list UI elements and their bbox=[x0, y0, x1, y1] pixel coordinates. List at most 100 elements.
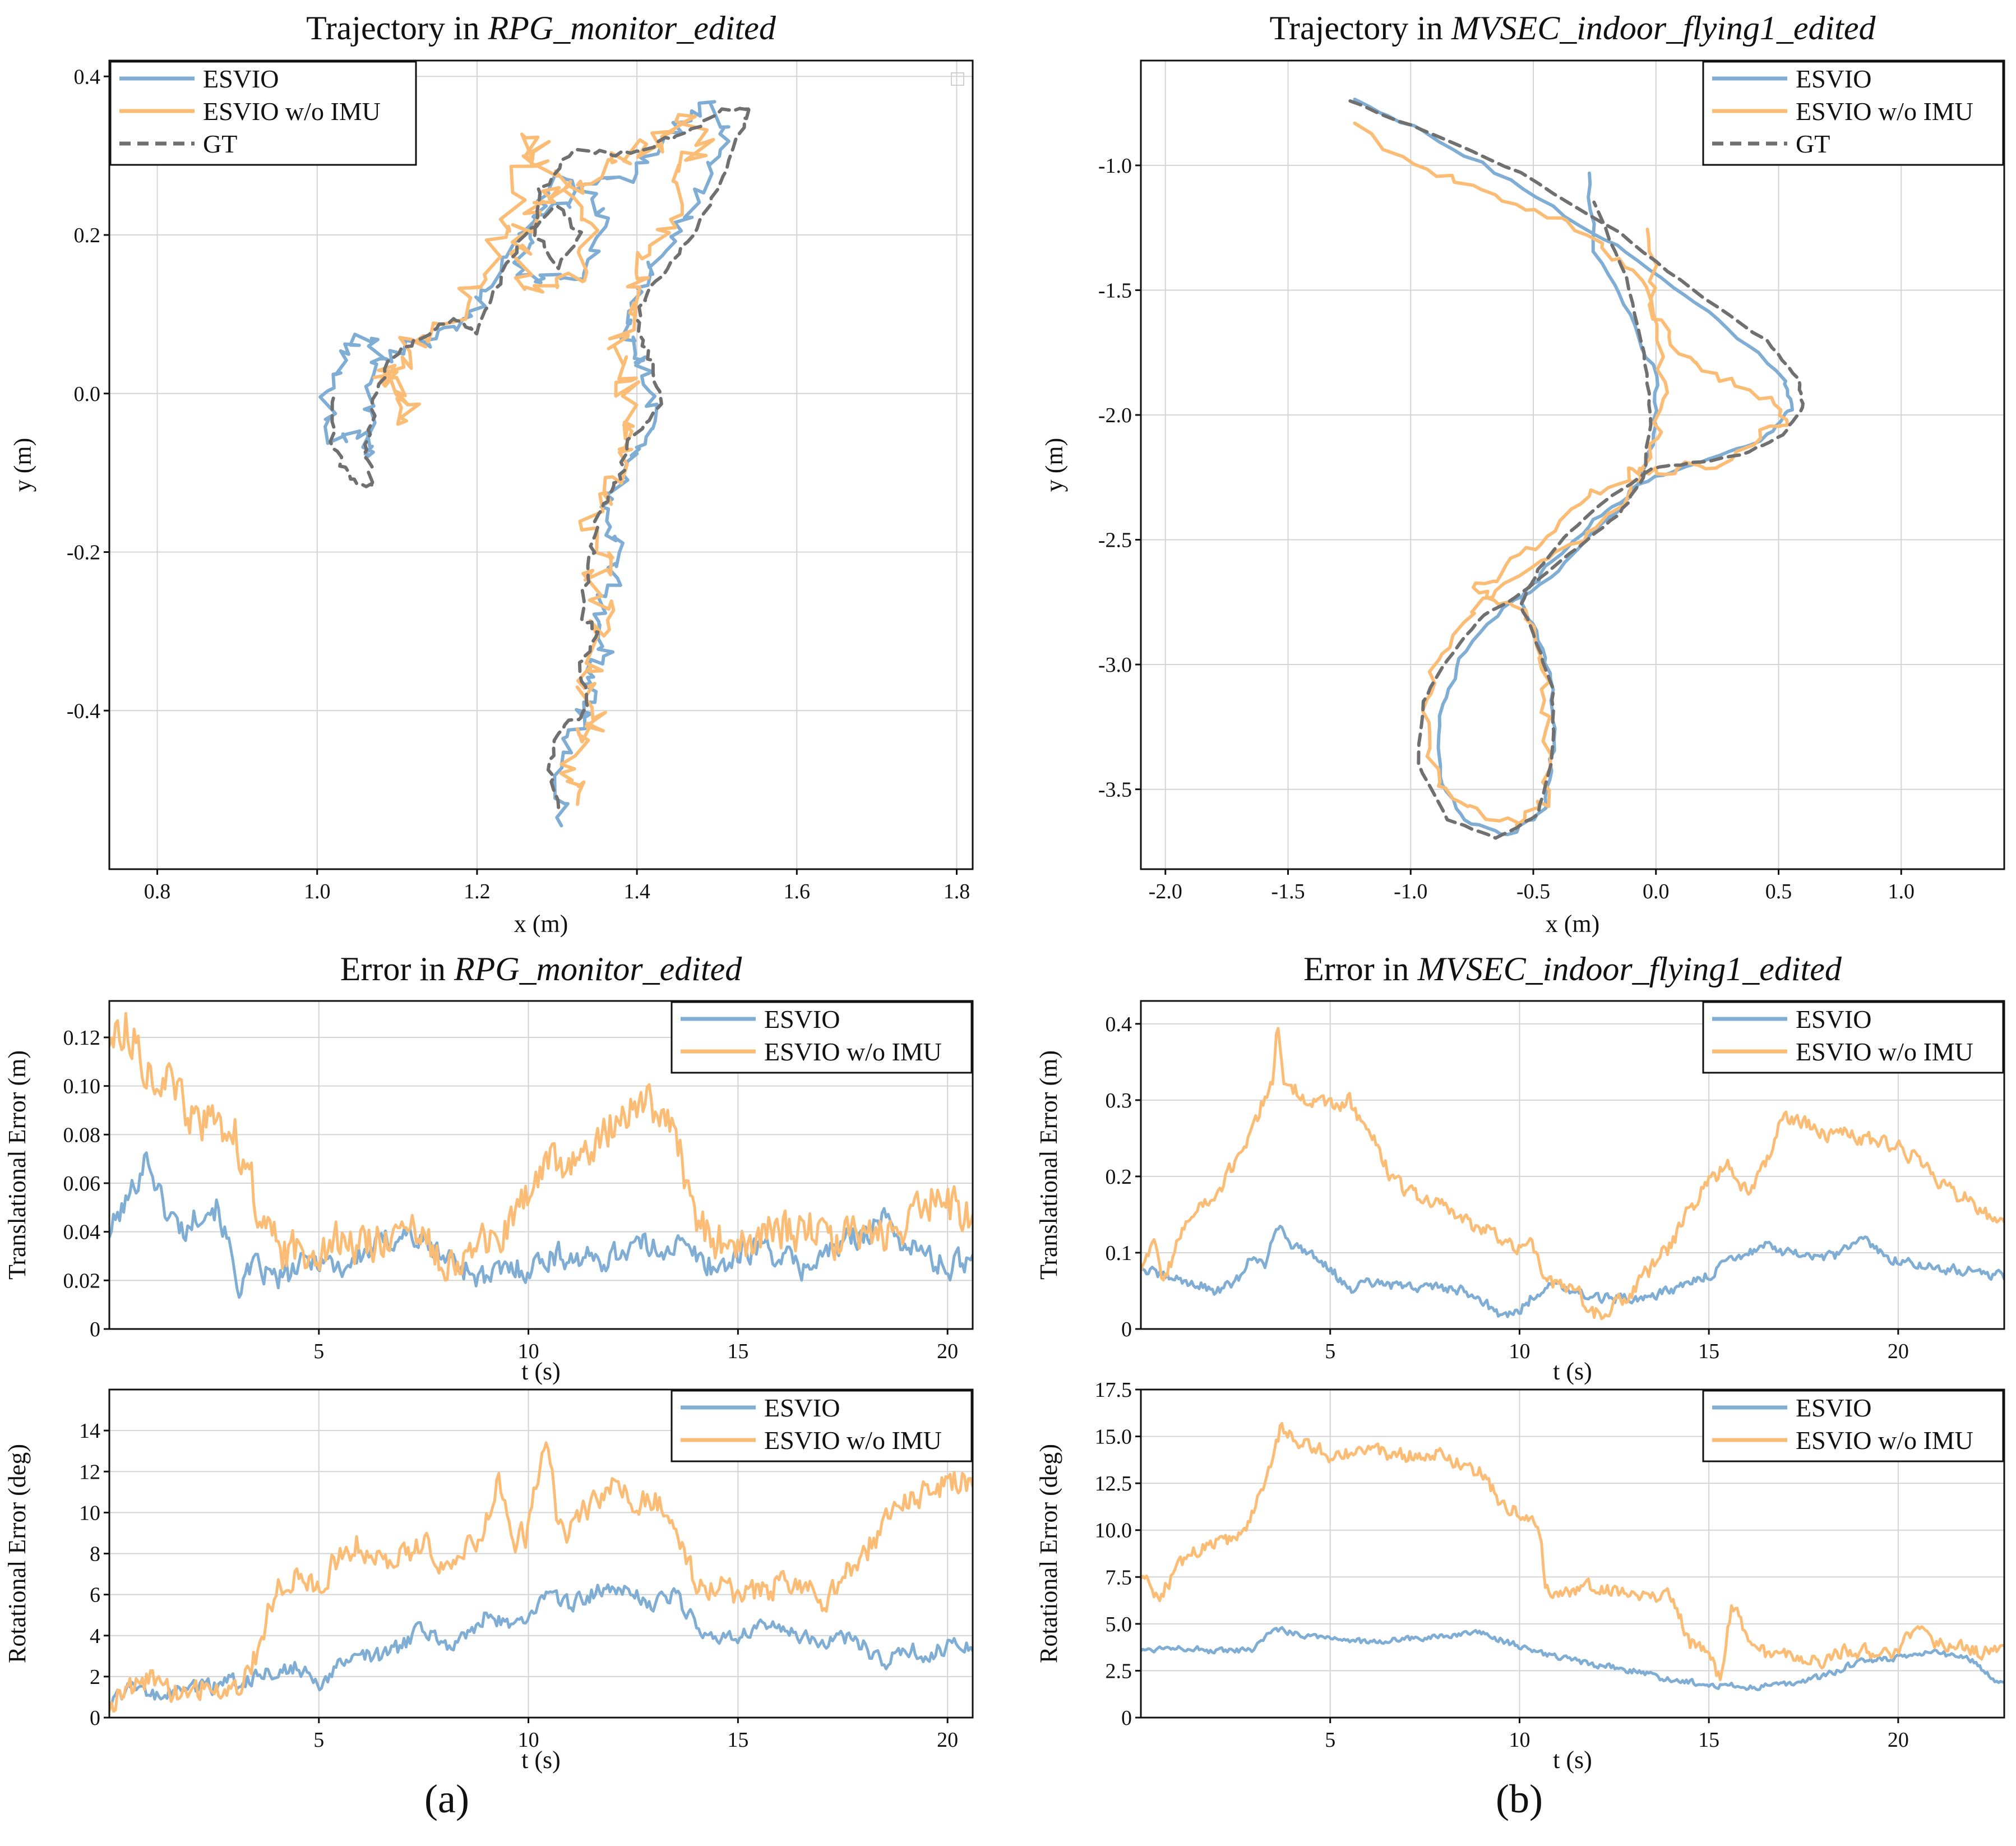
y-tick-label: -1.5 bbox=[1098, 279, 1132, 302]
legend-label: GT bbox=[1796, 130, 1830, 158]
y-axis-label: Rotational Error (deg) bbox=[1035, 1444, 1062, 1663]
legend-label: ESVIO w/o IMU bbox=[1796, 1426, 1973, 1455]
legend-label: ESVIO w/o IMU bbox=[1796, 1037, 1973, 1066]
x-tick-label: -1.5 bbox=[1271, 880, 1305, 903]
y-tick-label: 0.12 bbox=[63, 1026, 101, 1050]
x-tick-label: -2.0 bbox=[1149, 880, 1182, 903]
chart-traj_b: -2.0 -1.5 -1.0 -0.5 0.0 0.5 1.0 -3.5 -3.0 -2.5 -2.… bbox=[1041, 10, 2005, 938]
x-tick-label: 1.8 bbox=[944, 880, 970, 903]
series-group bbox=[109, 1012, 973, 1299]
x-tick-label: 20 bbox=[937, 1728, 958, 1752]
x-tick-label: 15 bbox=[1698, 1340, 1719, 1363]
y-tick-label: 0.2 bbox=[74, 224, 101, 247]
legend-label: ESVIO bbox=[203, 64, 279, 93]
y-tick-label: 0.02 bbox=[63, 1269, 101, 1293]
legend-label: ESVIO w/o IMU bbox=[1796, 97, 1973, 126]
y-tick-label: 10.0 bbox=[1095, 1519, 1132, 1543]
x-tick-label: 20 bbox=[1888, 1728, 1909, 1752]
x-tick-label: -1.0 bbox=[1394, 880, 1427, 903]
series-line-esvio bbox=[1141, 1225, 2004, 1318]
y-tick-label: 8 bbox=[90, 1543, 100, 1566]
chart-trans_b: 5 10 15 20 0 0.1 0.2 0.3 0.4 t (s) Translational E… bbox=[1035, 950, 2005, 1385]
series-line-esvio-w-o-imu bbox=[109, 1441, 973, 1713]
panel-label-a: (a) bbox=[424, 1776, 469, 1821]
x-tick-label: 1.0 bbox=[1888, 880, 1915, 903]
legend-label: ESVIO bbox=[1796, 64, 1871, 93]
chart-title-dataset: MVSEC_indoor_flying1_edited bbox=[1451, 10, 1876, 47]
y-tick-label: -1.0 bbox=[1098, 154, 1132, 178]
x-tick-label: 15 bbox=[727, 1728, 748, 1752]
chart-title-prefix: Error in bbox=[1303, 950, 1417, 987]
chart-traj_a: 0.8 1.0 1.2 1.4 1.6 1.8 -0.4 -0.2 0.0 0.2 0.4 x (m)… bbox=[9, 10, 974, 938]
series-group bbox=[1348, 98, 1805, 840]
legend: ESVIO ESVIO w/o IMU bbox=[1702, 1390, 2004, 1462]
x-tick-label: 1.0 bbox=[304, 880, 331, 903]
x-tick-label: 1.2 bbox=[464, 880, 491, 903]
y-tick-label: 0.3 bbox=[1106, 1089, 1132, 1113]
legend: ESVIO ESVIO w/o IMU GT bbox=[109, 61, 417, 166]
axes-frame bbox=[1140, 59, 2005, 870]
series-line-esvio bbox=[109, 1583, 973, 1711]
series-line-esvio-w-o-imu bbox=[372, 113, 715, 806]
legend-label: ESVIO bbox=[764, 1393, 840, 1422]
y-tick-label: 0.1 bbox=[1106, 1242, 1132, 1265]
chart-rot_a: 5 10 15 20 0 2 4 6 8 10 12 14 t (s) Rotational Error … bbox=[3, 1388, 974, 1774]
y-tick-label: 0.4 bbox=[1106, 1013, 1132, 1036]
y-tick-label: 4 bbox=[90, 1625, 100, 1648]
y-tick-label: 0.08 bbox=[63, 1123, 101, 1147]
series-line-esvio-w-o-imu bbox=[1141, 1027, 2004, 1321]
x-tick-label: 0.5 bbox=[1765, 880, 1792, 903]
chart-title: Error in MVSEC_indoor_flying1_edited bbox=[1303, 950, 1842, 987]
x-axis-label: t (s) bbox=[1553, 1746, 1592, 1774]
chart-title: Trajectory in MVSEC_indoor_flying1_edite… bbox=[1270, 10, 1876, 47]
axes-frame bbox=[108, 59, 974, 870]
x-axis-label: t (s) bbox=[1553, 1358, 1592, 1385]
y-axis-label: y (m) bbox=[9, 438, 36, 492]
x-tick-label: 5 bbox=[313, 1340, 324, 1363]
legend-box bbox=[671, 1390, 973, 1462]
series-group bbox=[109, 1441, 973, 1713]
series-line-esvio bbox=[109, 1151, 973, 1299]
y-tick-label: 17.5 bbox=[1095, 1378, 1132, 1402]
y-axis-label: y (m) bbox=[1041, 438, 1068, 492]
x-tick-label: 20 bbox=[937, 1340, 958, 1363]
empty-legend-marker bbox=[951, 72, 964, 86]
y-tick-label: 0.2 bbox=[1106, 1165, 1132, 1189]
series-group bbox=[1141, 1422, 2004, 1691]
legend: ESVIO ESVIO w/o IMU bbox=[671, 1001, 973, 1074]
legend: ESVIO ESVIO w/o IMU GT bbox=[1702, 61, 2004, 166]
x-tick-label: -0.5 bbox=[1516, 880, 1550, 903]
y-tick-label: 6 bbox=[90, 1584, 100, 1607]
series-line-esvio bbox=[1141, 1626, 2004, 1691]
series-line-esvio-w-o-imu bbox=[1141, 1422, 2004, 1682]
y-tick-label: 0 bbox=[1121, 1318, 1132, 1341]
legend-label: ESVIO bbox=[1796, 1393, 1871, 1422]
axes-frame bbox=[108, 1000, 974, 1330]
x-axis-label: x (m) bbox=[514, 910, 568, 938]
chart-title: Trajectory in RPG_monitor_edited bbox=[306, 10, 776, 47]
y-tick-label: 5.0 bbox=[1106, 1613, 1132, 1636]
chart-title: Error in RPG_monitor_edited bbox=[340, 950, 743, 987]
series-line-esvio-w-o-imu bbox=[1353, 121, 1790, 827]
y-tick-label: 10 bbox=[79, 1501, 100, 1525]
y-tick-label: 15.0 bbox=[1095, 1425, 1132, 1449]
x-tick-label: 20 bbox=[1888, 1340, 1909, 1363]
y-tick-label: 0.06 bbox=[63, 1172, 101, 1196]
x-tick-label: 0.0 bbox=[1643, 880, 1670, 903]
x-tick-label: 5 bbox=[1325, 1340, 1335, 1363]
y-tick-label: 0 bbox=[90, 1706, 100, 1730]
series-line-gt bbox=[329, 104, 751, 809]
y-tick-label: 2 bbox=[90, 1665, 100, 1689]
chart-title-dataset: RPG_monitor_edited bbox=[488, 10, 776, 47]
y-tick-label: -2.0 bbox=[1098, 404, 1132, 427]
x-axis-label: t (s) bbox=[521, 1746, 561, 1774]
legend-label: GT bbox=[203, 130, 237, 158]
axes-frame bbox=[1140, 1000, 2005, 1330]
x-tick-label: 5 bbox=[1325, 1728, 1335, 1752]
y-tick-label: 0 bbox=[1121, 1706, 1132, 1730]
y-tick-label: -2.5 bbox=[1098, 529, 1132, 552]
series-line-esvio-w-o-imu bbox=[109, 1012, 973, 1282]
y-tick-label: 0.0 bbox=[74, 382, 101, 406]
chart-title-prefix: Trajectory in bbox=[1270, 10, 1451, 47]
